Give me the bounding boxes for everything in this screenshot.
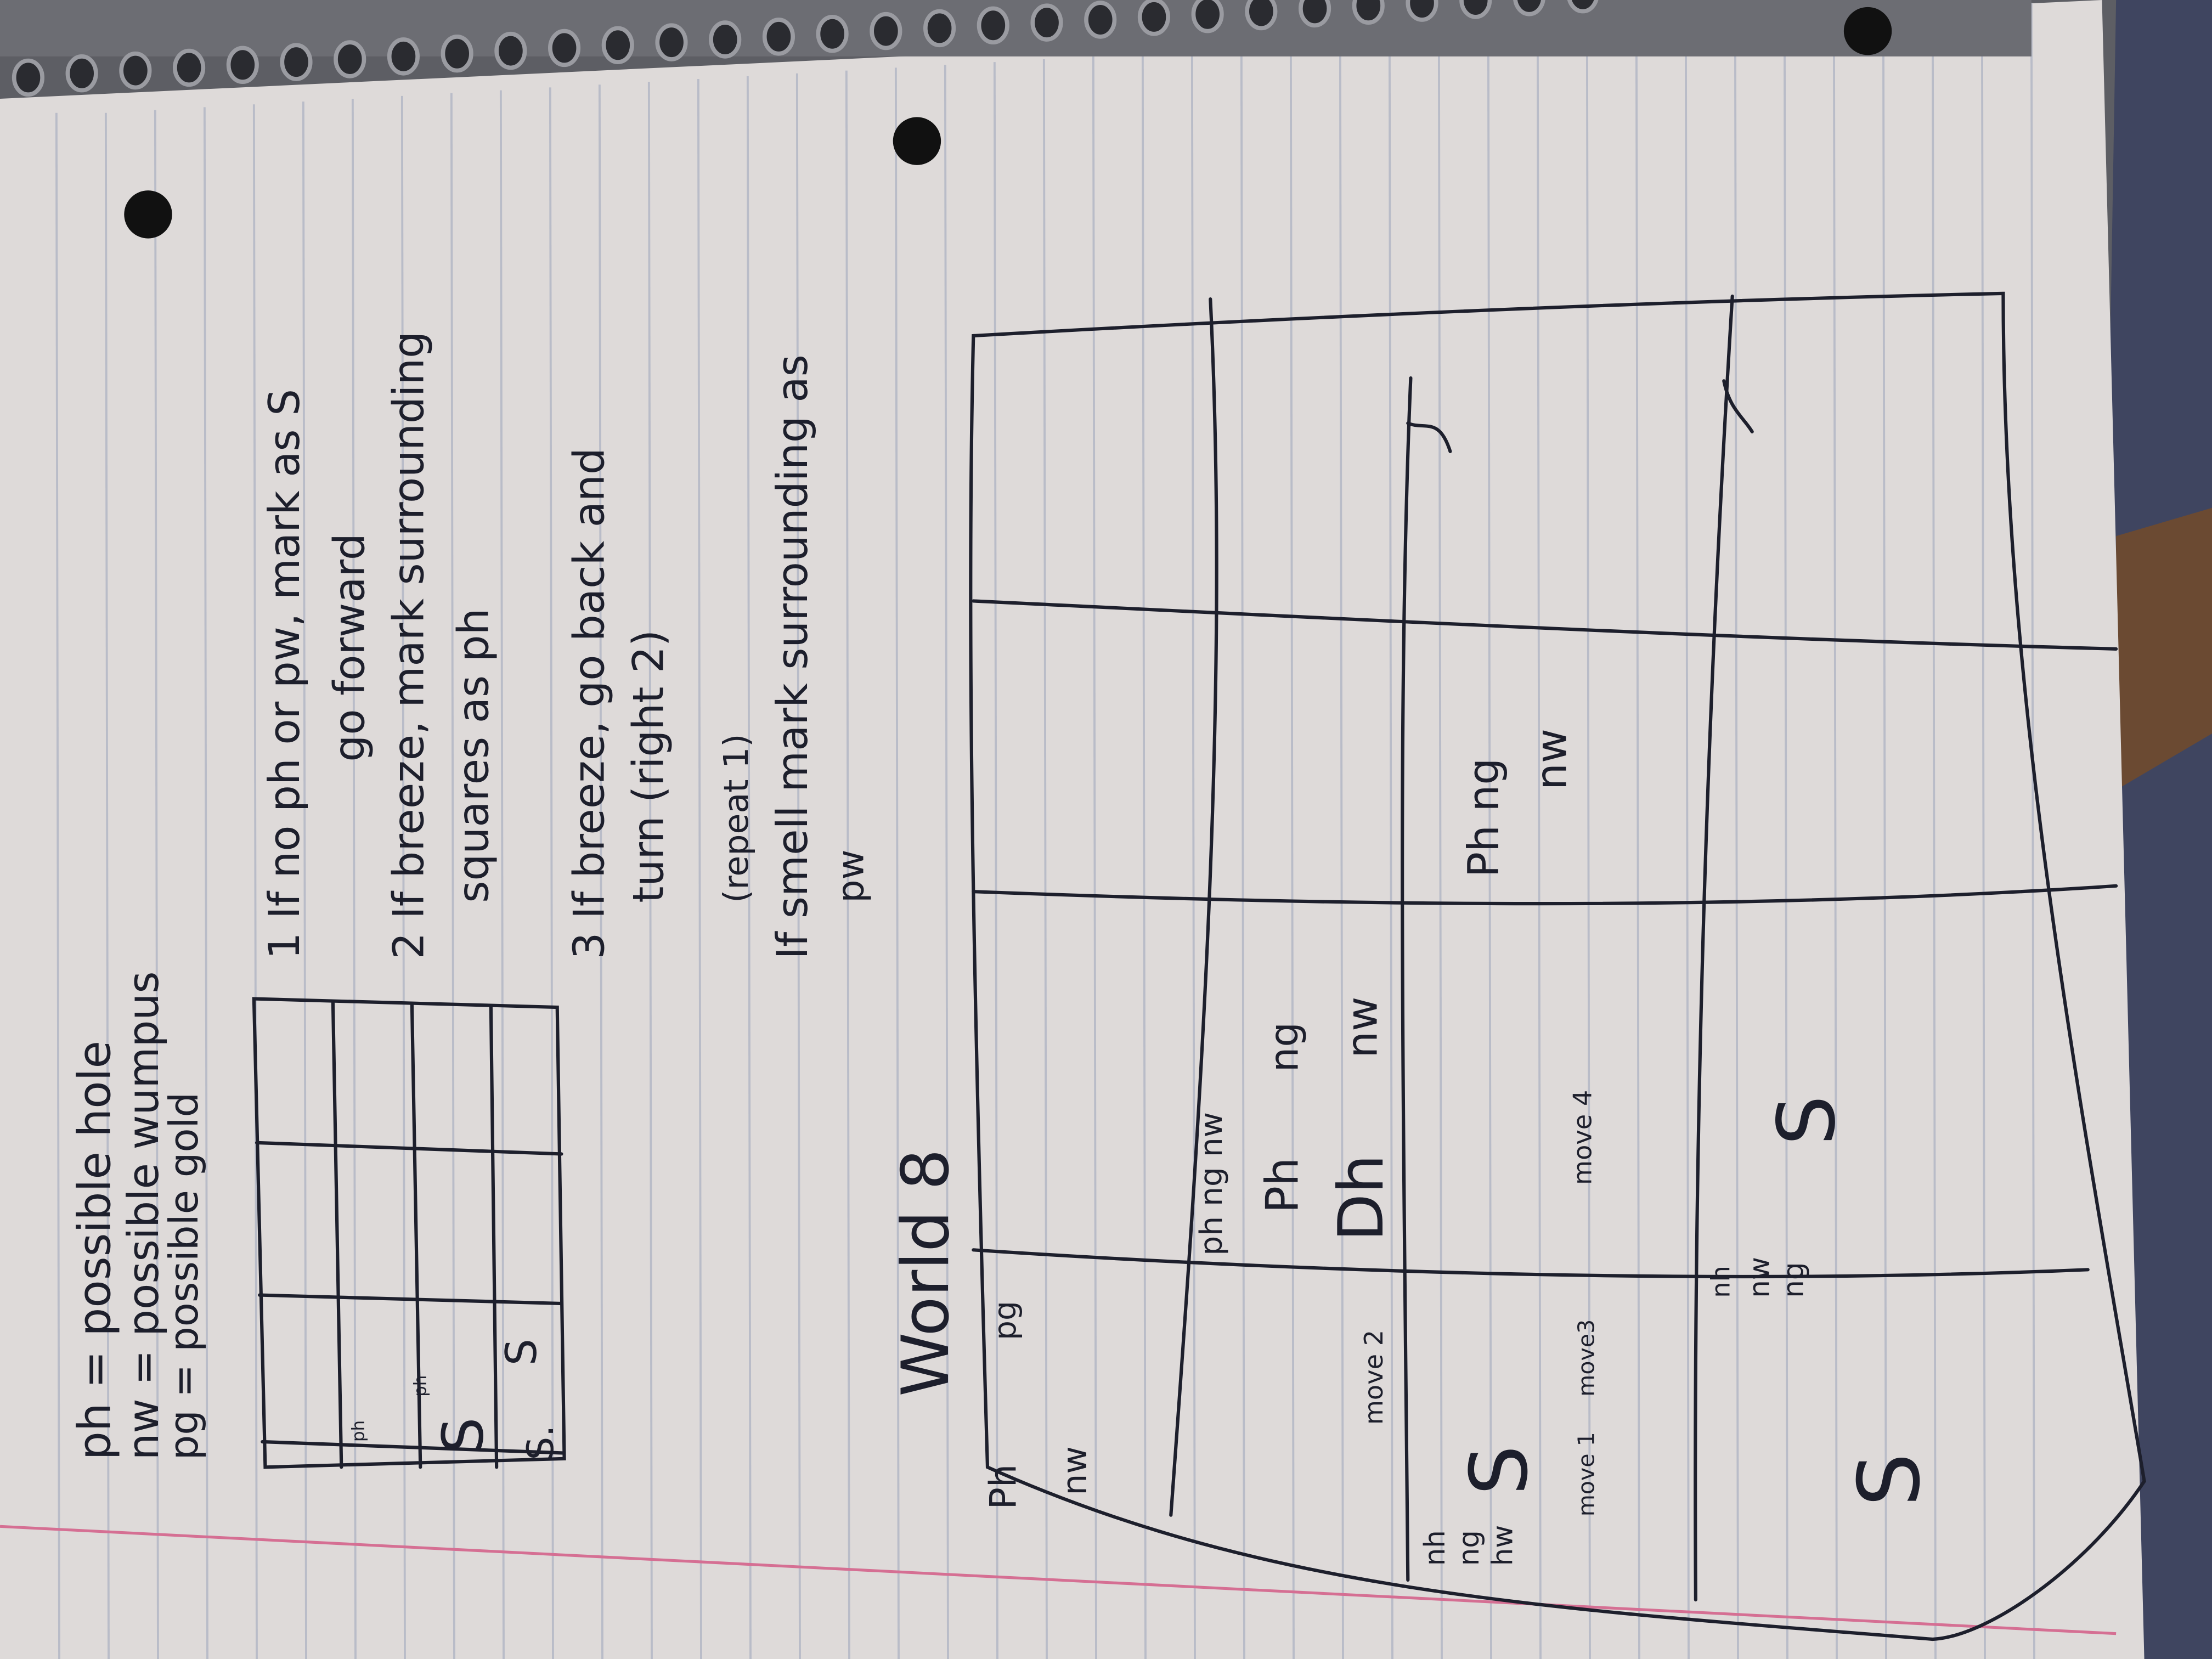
small-grid-border [252,997,566,1469]
legend-ph: ph = possible hole [69,1041,121,1460]
world-b-s: S [1760,1096,1853,1146]
world-m-ph2: Ph [1257,1158,1309,1214]
ruled-lines [55,3,2035,1659]
world-grid-col-3 [1694,294,1734,1602]
world-m-phng: ph ng nw [1193,1112,1229,1256]
wavy-tick-2 [1722,379,1754,433]
world-grid-col-2 [1401,376,1413,1582]
world-move3: move3 [1573,1319,1600,1397]
world-c-pg: pg [987,1301,1023,1340]
rule-4c: pw [830,850,872,903]
world-grid-col-1 [1169,297,1218,1517]
world-move4: move 4 [1568,1090,1598,1185]
world-b-s2: S [1841,1453,1939,1506]
world-grid-border [969,291,2146,1641]
legend-nw: nw = possible wumpus [119,971,168,1460]
spiral-binding [0,0,2032,97]
wavy-tick [1406,421,1452,453]
world-c-nw: nw [1055,1446,1094,1496]
rule-2a: 2 If breeze, mark surrounding [384,331,433,960]
world-rm-ph: Ph ng [1459,758,1509,878]
world-move2: move 2 [1359,1330,1389,1425]
margin-line [0,1525,2117,1635]
world-m-nw: nw [1338,997,1387,1058]
rule-3a: 3 If breeze, go back and [565,448,614,959]
world-lm-nh: nh [1419,1530,1452,1566]
rule-3b: turn (right 2) [624,630,674,903]
world-move1: move 1 [1573,1432,1600,1516]
world-b-nw: nw [1743,1257,1776,1298]
wood-edge [2116,507,2212,790]
world-m-dh: Dh [1325,1154,1397,1242]
world-grid-row-1 [972,599,2118,651]
small-grid-s2: S. [519,1425,562,1460]
rule-1a: 1 If no ph or pw, mark as S [260,389,309,960]
ink-sketches [252,291,2146,1641]
world-grid-row-3 [972,1248,2090,1279]
small-grid-s1: S [431,1417,496,1453]
world-lm-s: S [1453,1445,1545,1495]
handwritten-notes: ph = possible hole nw = possible wumpus … [69,331,1939,1566]
small-grid-s3: S [497,1339,546,1365]
small-grid-rows [255,1141,566,1455]
world-grid-row-2 [972,884,2118,906]
world-m-ng: ng [1261,1022,1307,1072]
small-grid-cols [331,1000,499,1469]
world-lm-hw: hw [1487,1525,1520,1566]
legend-pg: pg = possible gold [161,1092,207,1460]
small-grid-ph-top: ph [348,1420,368,1442]
world-b-nh: nh [1706,1266,1736,1298]
rule-1b: go forward [325,533,374,761]
world-b-ng: ng [1777,1262,1810,1297]
rule-2b: squares as ph [449,608,499,902]
punch-holes [124,7,1892,239]
rule-4b: If smell mark surrounding as [768,354,817,959]
world-title: World 8 [888,1149,963,1397]
small-grid-ph-mid: ph [411,1375,431,1397]
paper-sheet [0,0,2145,1659]
rule-4a: (repeat 1) [716,734,756,903]
world-c-ph: Ph [981,1464,1024,1510]
world-lm-ng: ng [1453,1530,1486,1566]
world-rm-nw: nw [1527,729,1576,790]
